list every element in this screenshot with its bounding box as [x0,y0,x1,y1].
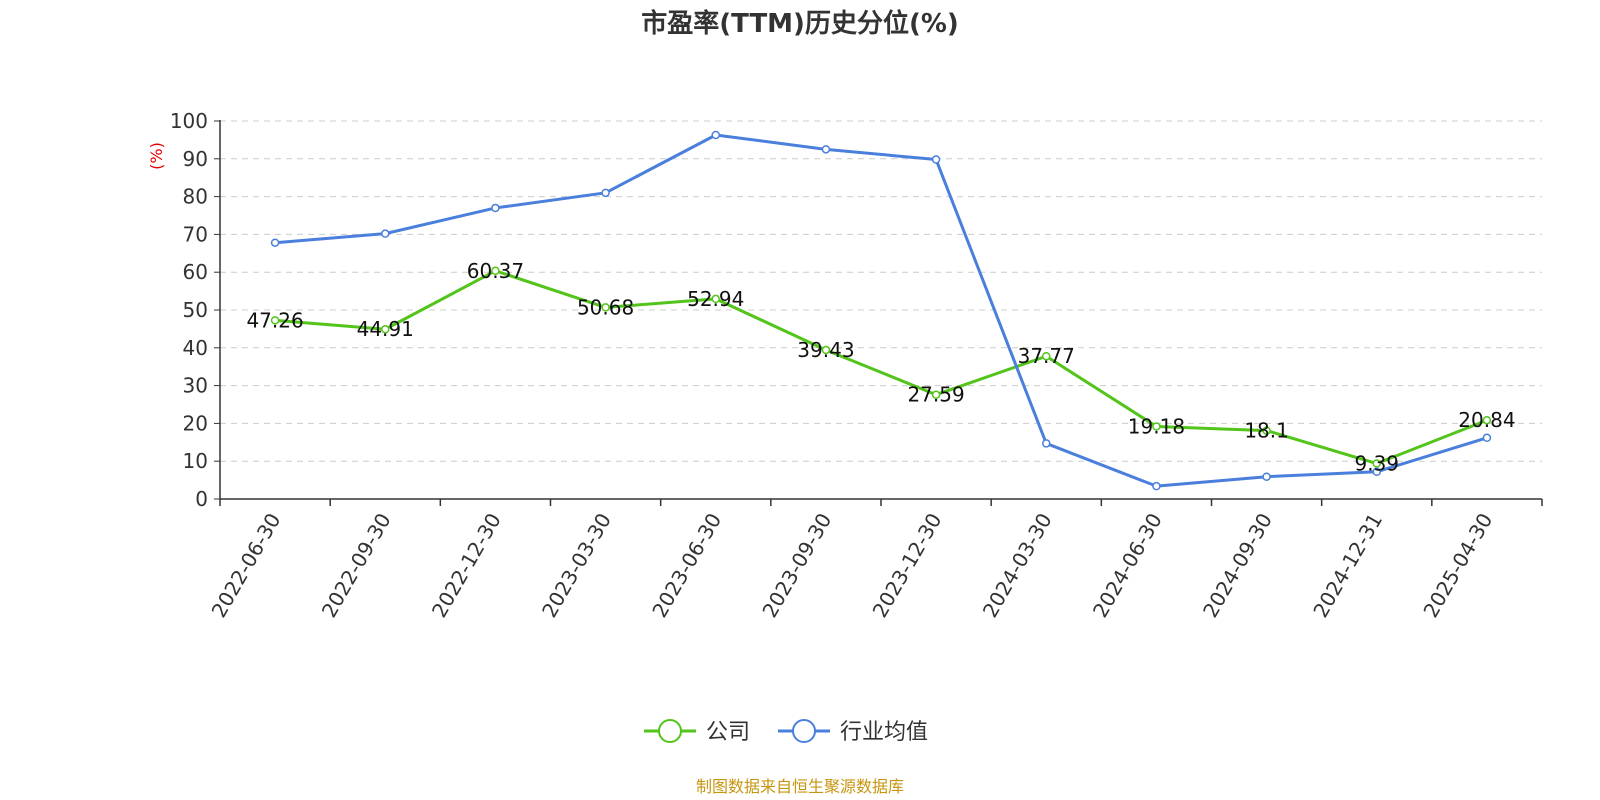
x-tick-label: 2023-12-30 [868,509,947,622]
y-tick-label: 40 [183,336,208,360]
data-point [270,316,280,325]
x-tick-label: 2022-09-30 [317,509,396,622]
data-label: 39.43 [797,338,854,362]
x-tick-label: 2022-06-30 [207,509,286,622]
data-point [491,266,500,276]
data-point [1372,459,1381,468]
y-tick-label: 0 [195,487,208,511]
legend[interactable]: 公司 行业均值 [644,719,928,745]
legend-label: 行业均值 [840,720,928,745]
data-labels: 47.26 44.91 60.37 50.68 52.94 39.43 27.59 37.77… [246,259,1515,476]
y-tick-label: 100 [170,109,208,133]
source-note: 制图数据来自恒生聚源数据库 [696,777,904,796]
legend-item-1[interactable]: 行业均值 [778,719,928,745]
data-point [491,203,500,213]
x-axis-ticks: 2022-06-30 2022-09-30 2022-12-30 2023-03-30… [207,499,1543,622]
data-label: 47.26 [246,308,303,332]
series-group [270,130,1492,491]
data-label: 27.59 [907,383,964,407]
x-tick-label: 2023-09-30 [757,509,836,622]
legend-marker [792,719,816,743]
data-point [381,229,390,238]
legend-label: 公司 [706,720,750,745]
y-tick-label: 70 [183,222,208,246]
x-tick-label: 2022-12-30 [427,509,506,622]
data-label: 52.94 [687,287,744,311]
x-tick-label: 2024-06-30 [1088,509,1167,622]
data-point [711,130,720,140]
x-tick-label: 2025-04-30 [1418,509,1497,622]
y-tick-label: 90 [183,147,208,171]
data-point [1482,433,1492,443]
data-label: 60.37 [467,259,524,283]
data-point [270,238,280,247]
data-point [1152,422,1161,431]
legend-marker [658,719,682,743]
data-label: 18.1 [1244,419,1289,443]
data-point [931,390,941,399]
data-point [1042,439,1051,448]
y-tick-label: 80 [183,185,208,209]
x-tick-label: 2023-06-30 [647,509,726,622]
data-label: 20.84 [1458,408,1515,432]
data-point [601,303,610,312]
data-label: 37.77 [1018,344,1075,368]
data-point [601,188,610,198]
y-tick-label: 10 [183,449,208,473]
x-tick-label: 2024-09-30 [1198,509,1277,622]
data-point [821,145,831,154]
y-axis-unit-label: (%) [147,142,166,170]
chart-title: 市盈率(TTM)历史分位(%) [641,8,959,39]
y-axis-ticks: 0 10 20 30 40 50 60 70 80 90 100 [170,109,220,511]
grid-lines [220,120,1542,462]
data-point [1262,472,1271,481]
data-point [1152,481,1161,491]
data-point [1042,351,1051,361]
legend-item-0[interactable]: 公司 [644,719,750,745]
y-tick-label: 50 [183,298,208,322]
y-tick-label: 60 [183,260,208,284]
data-label: 19.18 [1128,414,1185,438]
series-line-1 [274,133,1488,488]
data-point [931,155,941,164]
y-tick-label: 20 [183,411,208,435]
y-tick-label: 30 [183,374,208,398]
x-tick-label: 2024-03-30 [978,509,1057,622]
series-line-0 [274,269,1488,466]
data-point [821,345,831,355]
data-point [1262,426,1271,435]
data-label: 44.91 [357,317,414,341]
data-label: 50.68 [577,295,634,319]
data-point [1482,415,1492,425]
x-tick-label: 2024-12-31 [1308,509,1387,622]
data-point [381,324,390,334]
data-label: 9.39 [1354,452,1399,476]
data-point [1372,467,1381,477]
x-tick-label: 2023-03-30 [537,509,616,622]
data-point [711,294,720,304]
